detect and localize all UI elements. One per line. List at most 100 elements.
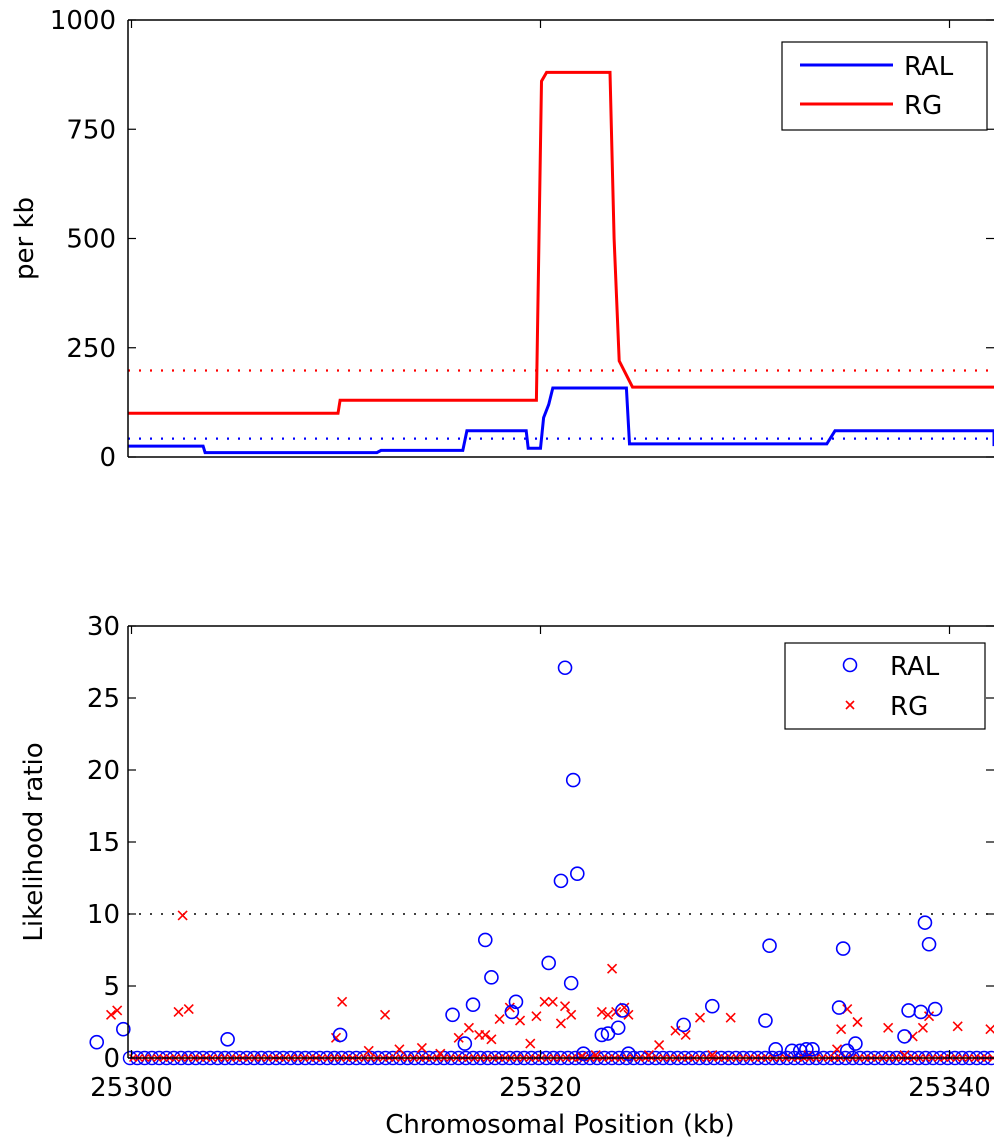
ral-point: [332, 1027, 348, 1043]
ral-point: [799, 1042, 814, 1057]
bottom-x-tick-label: 25320: [499, 1073, 582, 1103]
top-y-tick-label: 750: [66, 115, 116, 145]
rg-point: [883, 1022, 894, 1033]
rg-point: [539, 996, 550, 1007]
ral-point: [897, 1029, 912, 1044]
legend-ral-label: RAL: [904, 52, 954, 82]
ral-point: [89, 1034, 105, 1050]
rg-point: [486, 1034, 497, 1045]
ral-point: [484, 970, 499, 985]
rg-point: [654, 1039, 665, 1051]
rg-point: [602, 1009, 614, 1020]
top-y-tick-label: 0: [99, 443, 116, 473]
ral-point: [563, 975, 579, 991]
legend-rg-x-marker: [845, 700, 855, 710]
bottom-y-tick-label: 10: [87, 900, 120, 930]
rg-point: [183, 1003, 194, 1015]
bottom-x-axis-label: Chromosomal Position (kb): [385, 1110, 734, 1140]
ral-point: [477, 932, 493, 948]
ral-point: [565, 772, 581, 788]
ral-point: [835, 941, 851, 956]
rg-point: [173, 1006, 184, 1017]
rg-point: [435, 1048, 446, 1059]
rg-point: [463, 1022, 474, 1033]
rg-point: [525, 1038, 536, 1049]
rg-point: [917, 1022, 928, 1033]
bottom-x-tick-label: 25340: [908, 1073, 991, 1103]
rg-point: [952, 1021, 963, 1032]
rg-point: [852, 1016, 863, 1028]
top-series-ral-line: [128, 386, 994, 455]
rg-point: [531, 1011, 542, 1022]
rg-point: [596, 1006, 607, 1017]
ral-point: [557, 660, 573, 676]
ral-point: [610, 1020, 626, 1036]
top-panel: 0 250 500 750 1000 per kb RAL RG: [10, 6, 994, 473]
ral-point: [762, 938, 777, 953]
bottom-y-tick-label: 20: [87, 756, 120, 786]
ral-point: [621, 1046, 636, 1061]
top-plot-area: [128, 70, 994, 455]
rg-point: [105, 1009, 117, 1020]
rg-point: [504, 1002, 515, 1013]
top-legend-box: [781, 41, 988, 131]
ral-point: [508, 994, 524, 1010]
rg-point: [177, 910, 188, 921]
ral-point: [704, 998, 720, 1014]
ral-point: [465, 997, 481, 1013]
rg-point: [670, 1025, 681, 1036]
bottom-y-axis-label: Likelihood ratio: [19, 742, 49, 941]
rg-point: [394, 1044, 405, 1055]
bottom-legend: RAL RG: [784, 642, 986, 730]
bottom-y-tick-label: 25: [87, 684, 120, 714]
top-y-axis-label: per kb: [10, 197, 40, 280]
ral-point: [220, 1031, 235, 1047]
legend-ral-label: RAL: [890, 652, 940, 682]
bottom-y-tick-label: 0: [103, 1044, 120, 1074]
top-y-tick-label: 500: [66, 225, 116, 255]
legend-rg-label: RG: [904, 91, 942, 121]
ral-point: [504, 1004, 520, 1020]
ral-point: [913, 1004, 929, 1020]
rg-point: [363, 1045, 374, 1056]
rg-point: [559, 1001, 571, 1012]
ral-point: [901, 1003, 916, 1018]
ral-point: [576, 1046, 591, 1061]
ral-point: [457, 1036, 473, 1051]
ral-point: [831, 1000, 847, 1015]
bottom-ticks: 0 5 10 15 20 25 30 25300 25320 25340: [87, 612, 994, 1103]
bottom-panel: 0 5 10 15 20 25 30 25300 25320 25340 Likelihood r…: [19, 612, 994, 1140]
ral-point: [614, 1003, 630, 1018]
ral-point: [805, 1042, 820, 1057]
ral-point: [570, 866, 585, 881]
rg-point: [547, 996, 558, 1007]
rg-point: [380, 1009, 391, 1020]
ral-point: [927, 1001, 943, 1017]
bottom-legend-box: [784, 642, 986, 730]
bottom-y-tick-label: 5: [103, 972, 120, 1002]
rg-point: [480, 1029, 491, 1041]
legend-ral-circle-marker: [842, 657, 858, 673]
legend-rg-label: RG: [890, 692, 928, 722]
top-legend: RAL RG: [781, 41, 988, 131]
rg-point: [623, 1009, 634, 1020]
rg-point: [985, 1024, 994, 1035]
rg-point: [831, 1044, 843, 1055]
bottom-y-tick-label: 15: [87, 828, 120, 858]
ral-point: [921, 936, 937, 952]
ral-point: [541, 955, 556, 971]
bottom-x-tick-label: 25300: [90, 1073, 173, 1103]
top-y-tick-label: 250: [66, 334, 116, 364]
rg-point: [566, 1009, 577, 1020]
ral-point: [445, 1007, 460, 1023]
rg-point: [607, 963, 618, 974]
ral-point: [758, 1013, 773, 1028]
ral-point: [848, 1036, 863, 1051]
bottom-y-tick-label: 30: [87, 612, 120, 642]
rg-point: [555, 1018, 567, 1029]
rg-point: [416, 1042, 427, 1053]
rg-point: [453, 1032, 464, 1043]
rg-point: [694, 1012, 706, 1023]
ral-point: [676, 1017, 691, 1033]
